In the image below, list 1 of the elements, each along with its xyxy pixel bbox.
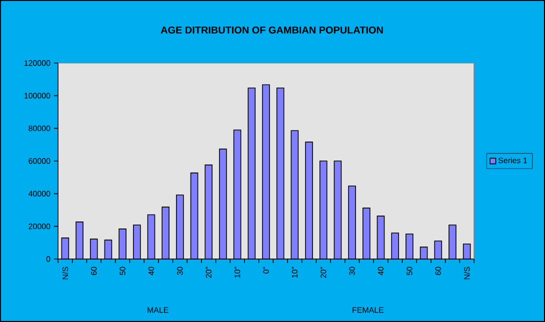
chart-title: AGE DITRIBUTION OF GAMBIAN POPULATION	[160, 26, 383, 34]
